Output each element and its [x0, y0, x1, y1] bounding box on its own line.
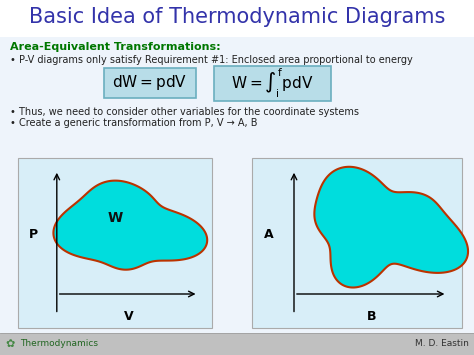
Polygon shape — [314, 167, 468, 288]
FancyBboxPatch shape — [0, 0, 474, 335]
FancyBboxPatch shape — [0, 35, 474, 335]
Text: P: P — [29, 228, 38, 241]
Text: • Create a generic transformation from P, V → A, B: • Create a generic transformation from P… — [10, 118, 257, 128]
FancyBboxPatch shape — [252, 158, 462, 328]
Text: • Thus, we need to consider other variables for the coordinate systems: • Thus, we need to consider other variab… — [10, 107, 359, 117]
FancyBboxPatch shape — [214, 66, 331, 101]
FancyBboxPatch shape — [104, 68, 196, 98]
FancyBboxPatch shape — [0, 0, 474, 37]
Text: A: A — [264, 228, 273, 241]
Text: Thermodynamics: Thermodynamics — [20, 339, 98, 349]
FancyBboxPatch shape — [18, 158, 212, 328]
Text: $\mathrm{dW = pdV}$: $\mathrm{dW = pdV}$ — [112, 73, 188, 93]
Polygon shape — [54, 181, 207, 270]
Text: • P-V diagrams only satisfy Requirement #1: Enclosed area proportional to energy: • P-V diagrams only satisfy Requirement … — [10, 55, 413, 65]
Text: Area-Equivalent Transformations:: Area-Equivalent Transformations: — [10, 42, 220, 52]
Text: Basic Idea of Thermodynamic Diagrams: Basic Idea of Thermodynamic Diagrams — [29, 7, 445, 27]
Text: M. D. Eastin: M. D. Eastin — [415, 339, 469, 349]
Text: ✿: ✿ — [5, 339, 14, 349]
Text: V: V — [124, 310, 133, 323]
Text: $\mathrm{W = \int_i^f pdV}$: $\mathrm{W = \int_i^f pdV}$ — [231, 67, 314, 100]
FancyBboxPatch shape — [0, 333, 474, 355]
Text: B: B — [367, 310, 376, 323]
Text: W: W — [108, 211, 123, 224]
FancyBboxPatch shape — [0, 0, 474, 335]
